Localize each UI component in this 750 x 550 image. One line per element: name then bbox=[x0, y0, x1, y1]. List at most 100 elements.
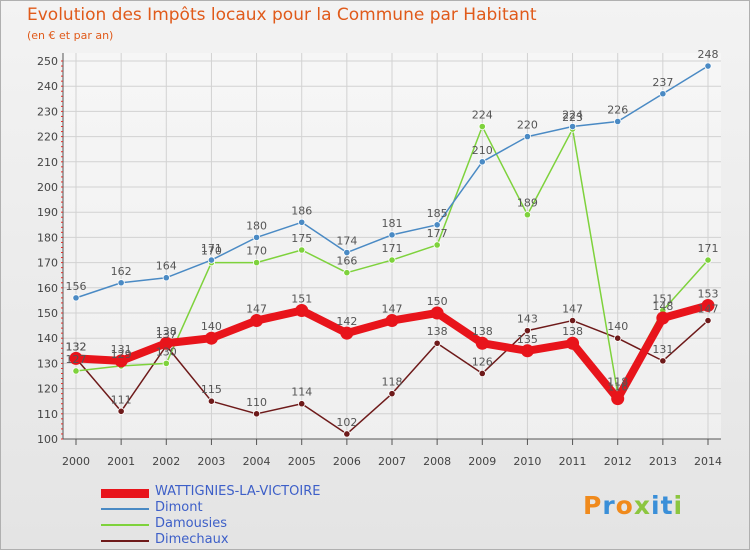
data-label: 248 bbox=[698, 48, 719, 61]
y-tick-label: 100 bbox=[37, 433, 58, 446]
x-tick-label: 2007 bbox=[378, 455, 406, 468]
axes: 100 110 120 130 140 150 160 170 180 190 200 210 220 2… bbox=[37, 53, 722, 468]
point-wattignies-la-victoire bbox=[295, 303, 309, 317]
point-damousies bbox=[72, 367, 80, 375]
point-dimechaux bbox=[388, 390, 396, 398]
point-wattignies-la-victoire bbox=[475, 336, 489, 350]
y-tick-label: 220 bbox=[37, 131, 58, 144]
legend-label: Damousies bbox=[155, 516, 227, 531]
point-dimont bbox=[614, 117, 622, 126]
point-wattignies-la-victoire bbox=[204, 331, 218, 345]
x-tick-label: 2006 bbox=[333, 455, 361, 468]
x-tick-label: 2000 bbox=[62, 455, 90, 468]
data-label: 151 bbox=[291, 292, 312, 305]
x-tick-label: 2012 bbox=[604, 455, 632, 468]
data-label: 237 bbox=[652, 76, 673, 89]
point-damousies bbox=[704, 256, 712, 264]
data-label: 189 bbox=[517, 197, 538, 210]
point-damousies bbox=[523, 211, 532, 219]
data-label: 177 bbox=[427, 227, 448, 240]
data-label: 223 bbox=[562, 111, 583, 124]
point-wattignies-la-victoire bbox=[520, 344, 534, 358]
data-label: 170 bbox=[246, 245, 267, 258]
data-label: 171 bbox=[698, 242, 719, 255]
point-dimechaux bbox=[523, 327, 532, 335]
point-dimechaux bbox=[478, 369, 486, 378]
logo-letter: t bbox=[660, 491, 674, 520]
data-label: 174 bbox=[336, 235, 357, 248]
data-label: 140 bbox=[607, 320, 628, 333]
point-wattignies-la-victoire bbox=[611, 392, 625, 406]
data-label: 110 bbox=[246, 396, 267, 409]
y-tick-label: 200 bbox=[37, 181, 58, 194]
data-label: 147 bbox=[246, 303, 267, 316]
data-label: 148 bbox=[652, 300, 673, 313]
point-wattignies-la-victoire bbox=[340, 326, 354, 340]
x-tick-label: 2001 bbox=[107, 455, 135, 468]
point-wattignies-la-victoire bbox=[114, 354, 128, 368]
data-label: 135 bbox=[517, 333, 538, 346]
data-label: 147 bbox=[382, 303, 403, 316]
data-label: 166 bbox=[336, 255, 357, 268]
point-wattignies-la-victoire bbox=[430, 306, 444, 320]
chart-subtitle: (en € et par an) bbox=[27, 29, 114, 42]
point-dimont bbox=[343, 248, 351, 257]
legend-swatch bbox=[101, 508, 149, 510]
data-label: 156 bbox=[66, 280, 87, 293]
legend-swatch bbox=[101, 488, 149, 498]
data-label: 118 bbox=[607, 376, 628, 389]
x-tick-label: 2009 bbox=[468, 455, 496, 468]
y-tick-label: 170 bbox=[37, 257, 58, 270]
point-dimechaux bbox=[704, 316, 712, 325]
point-dimechaux bbox=[433, 339, 441, 347]
data-label: 132 bbox=[66, 340, 87, 353]
point-dimechaux bbox=[343, 430, 351, 438]
data-label: 126 bbox=[472, 355, 493, 368]
y-tick-label: 150 bbox=[37, 307, 58, 320]
data-label: 116 bbox=[607, 381, 628, 394]
y-tick-label: 190 bbox=[37, 206, 58, 219]
data-label: 180 bbox=[246, 219, 267, 232]
data-label: 153 bbox=[698, 287, 719, 300]
x-tick-label: 2011 bbox=[559, 455, 587, 468]
point-damousies bbox=[252, 258, 261, 267]
data-label: 147 bbox=[698, 303, 719, 316]
logo-letter: i bbox=[651, 491, 661, 520]
data-label: 137 bbox=[156, 328, 177, 341]
data-label: 127 bbox=[66, 353, 87, 366]
data-label: 162 bbox=[111, 265, 132, 278]
point-dimont bbox=[523, 133, 532, 141]
point-dimechaux bbox=[568, 316, 577, 325]
point-dimont bbox=[252, 233, 261, 241]
point-dimont bbox=[568, 122, 577, 131]
data-label: 131 bbox=[111, 343, 132, 356]
logo-letter: r bbox=[602, 491, 616, 520]
data-label: 175 bbox=[291, 232, 312, 245]
point-dimont bbox=[72, 294, 80, 302]
data-label: 131 bbox=[652, 343, 673, 356]
point-dimechaux bbox=[207, 397, 216, 405]
x-tick-label: 2010 bbox=[513, 455, 541, 468]
logo-letter: o bbox=[615, 491, 634, 520]
point-wattignies-la-victoire bbox=[656, 311, 670, 325]
y-tick-label: 180 bbox=[37, 231, 58, 244]
chart-title: Evolution des Impôts locaux pour la Comm… bbox=[27, 5, 537, 25]
data-label: 181 bbox=[382, 217, 403, 230]
point-dimont bbox=[117, 279, 125, 287]
y-tick-label: 130 bbox=[37, 357, 58, 370]
x-tick-label: 2004 bbox=[243, 455, 271, 468]
legend-swatch bbox=[101, 540, 149, 542]
data-label: 186 bbox=[291, 204, 312, 217]
point-wattignies-la-victoire bbox=[566, 336, 580, 350]
data-label: 226 bbox=[607, 103, 628, 116]
point-wattignies-la-victoire bbox=[250, 314, 264, 328]
point-dimechaux bbox=[614, 334, 622, 342]
data-label: 118 bbox=[382, 376, 403, 389]
data-label: 138 bbox=[156, 325, 177, 338]
point-damousies bbox=[433, 241, 441, 249]
legend-label: WATTIGNIES-LA-VICTOIRE bbox=[155, 484, 321, 499]
point-wattignies-la-victoire bbox=[159, 336, 173, 350]
data-label: 171 bbox=[382, 242, 403, 255]
